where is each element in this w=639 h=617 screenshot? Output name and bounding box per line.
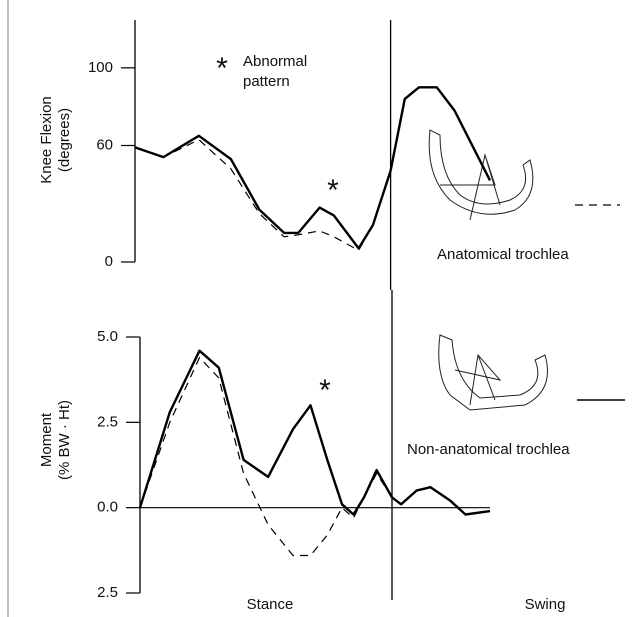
annotation: * — [216, 52, 228, 85]
annotation: Abnormal — [243, 53, 307, 70]
y-tick-label: 2.5 — [97, 584, 118, 601]
dashed-line — [139, 356, 393, 557]
solid-line — [138, 349, 491, 516]
y-axis-label: Moment — [38, 412, 55, 467]
y-tick-label: 60 — [96, 136, 113, 153]
phase-label: Swing — [525, 596, 566, 613]
annotation: * — [319, 374, 331, 407]
solid-line — [134, 86, 492, 250]
legend-label: Anatomical trochlea — [437, 246, 569, 263]
y-axis-label: Knee Flexion — [38, 96, 55, 184]
y-tick-label: 2.5 — [97, 413, 118, 430]
annotation: * — [327, 174, 339, 207]
y-axis-label: (% BW · Ht) — [56, 400, 73, 480]
legend-label: Non-anatomical trochlea — [407, 441, 570, 458]
y-tick-label: 100 — [88, 59, 113, 76]
dashed-line — [134, 139, 392, 251]
y-axis-label: (degrees) — [56, 108, 73, 172]
trochlea-icon-anatomical — [428, 129, 534, 221]
annotation: pattern — [243, 73, 290, 90]
y-tick-label: 0 — [105, 253, 113, 270]
y-tick-label: 0.0 — [97, 499, 118, 516]
trochlea-icon-nonanatomical — [438, 334, 548, 411]
phase-label: Stance — [247, 596, 294, 613]
y-tick-label: 5.0 — [97, 328, 118, 345]
